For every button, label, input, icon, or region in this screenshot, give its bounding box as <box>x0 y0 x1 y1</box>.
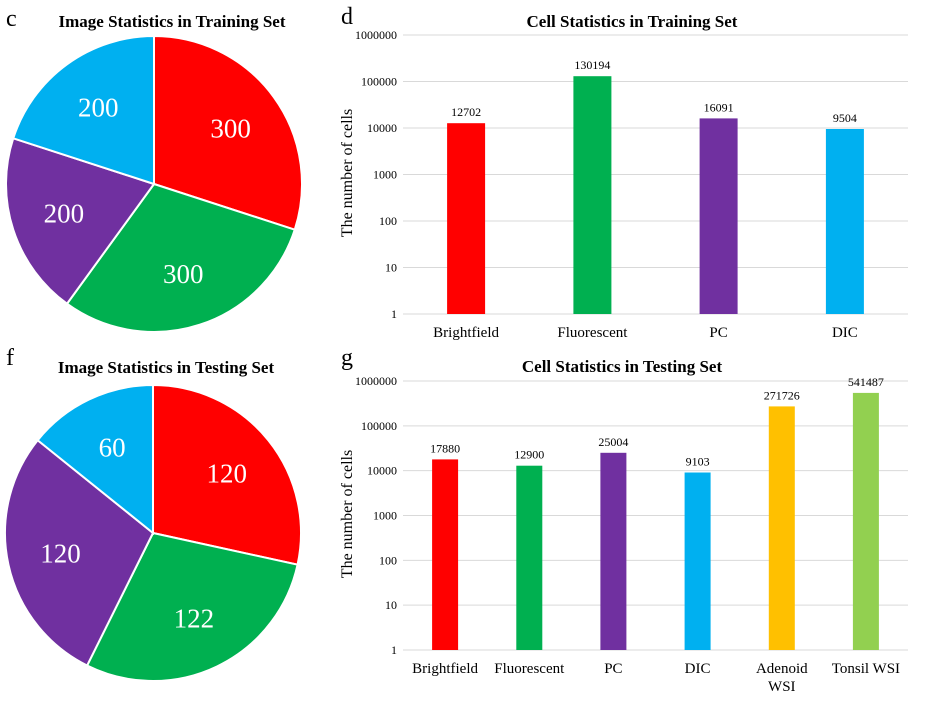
pie-slice-label: 122 <box>174 603 215 633</box>
bar-value-label: 16091 <box>704 100 734 114</box>
x-tick-label: Tonsil WSI <box>832 661 900 677</box>
pie-slice-label: 300 <box>210 113 251 143</box>
x-tick-label-line: Tonsil WSI <box>832 661 900 677</box>
pie-slice <box>152 383 302 566</box>
bar <box>573 76 612 314</box>
pie-slice <box>36 383 154 536</box>
bar-chart-training: 1 10 100 1000 10000 100000 1000000 12702 Brightf… <box>355 28 908 341</box>
pie-slice <box>5 137 156 306</box>
pie-slice <box>4 438 155 667</box>
panel-letter-c: c <box>6 6 17 32</box>
x-tick-label-line: PC <box>604 661 622 677</box>
y-tick-label: 1000 <box>373 509 397 523</box>
bar <box>699 118 738 315</box>
x-tick-label: Fluorescent <box>557 325 628 341</box>
x-tick-label: DIC <box>685 661 711 677</box>
bar <box>825 129 864 314</box>
x-tick-label-line: Brightfield <box>412 661 478 677</box>
y-tick-label: 100000 <box>361 75 397 89</box>
pie-chart-training: 300 300 200 200 <box>5 34 303 333</box>
bar-value-label: 130194 <box>574 58 610 72</box>
x-tick-label: Adenoid WSI <box>756 661 808 695</box>
bar <box>852 392 879 650</box>
x-tick-label: Brightfield <box>412 661 478 677</box>
pie-slice-label: 200 <box>78 92 119 122</box>
y-axis-label-g: The number of cells <box>339 450 356 578</box>
x-tick-label: DIC <box>832 325 858 341</box>
x-tick-label-line: Brightfield <box>433 325 499 341</box>
chart-title-g: Cell Statistics in Testing Set <box>522 357 723 376</box>
x-tick-label-line: Fluorescent <box>494 661 565 677</box>
bar <box>600 452 627 650</box>
x-tick-label: Brightfield <box>433 325 499 341</box>
x-tick-label: Fluorescent <box>494 661 565 677</box>
pie-slice-label: 120 <box>40 538 81 568</box>
bar-value-label: 12702 <box>451 105 481 119</box>
y-tick-label: 10000 <box>367 121 397 135</box>
pie-chart-testing: 120 122 120 60 <box>4 383 302 682</box>
bar <box>768 406 795 650</box>
y-tick-label: 1000000 <box>355 374 397 388</box>
x-tick-label-line: WSI <box>768 679 796 695</box>
x-tick-label-line: DIC <box>832 325 858 341</box>
bar-value-label: 9504 <box>833 111 857 125</box>
bar-value-label: 9103 <box>686 455 710 469</box>
panel-letter-d: d <box>341 4 353 30</box>
bar <box>684 472 711 650</box>
panel-letter-f: f <box>6 345 14 371</box>
x-tick-label: PC <box>604 661 622 677</box>
x-tick-label-line: PC <box>709 325 727 341</box>
y-tick-label: 1 <box>391 307 397 321</box>
x-tick-label-line: Adenoid <box>756 661 808 677</box>
y-tick-label: 10000 <box>367 464 397 478</box>
x-tick-label: PC <box>709 325 727 341</box>
y-tick-label: 1 <box>391 643 397 657</box>
pie-slice <box>65 182 297 333</box>
x-tick-label-line: Fluorescent <box>557 325 628 341</box>
bar-value-label: 541487 <box>848 375 884 389</box>
chart-title-c: Image Statistics in Training Set <box>59 12 286 31</box>
y-tick-label: 1000000 <box>355 28 397 42</box>
pie-slice-label: 300 <box>163 259 204 289</box>
bar <box>516 465 543 650</box>
pie-slice <box>153 34 303 231</box>
pie-slice <box>11 34 155 186</box>
y-tick-label: 100 <box>379 214 397 228</box>
pie-slice-label: 120 <box>207 459 248 489</box>
bar-value-label: 271726 <box>764 388 800 402</box>
chart-title-d: Cell Statistics in Training Set <box>527 12 738 31</box>
bar-value-label: 17880 <box>430 441 460 455</box>
y-tick-label: 1000 <box>373 168 397 182</box>
y-axis-label-d: The number of cells <box>339 109 356 237</box>
bar-value-label: 12900 <box>514 448 544 462</box>
bar-value-label: 25004 <box>598 435 628 449</box>
pie-slice <box>85 531 299 682</box>
x-tick-label-line: DIC <box>685 661 711 677</box>
y-tick-label: 100000 <box>361 419 397 433</box>
pie-slice-label: 60 <box>99 433 126 463</box>
chart-title-f: Image Statistics in Testing Set <box>58 358 275 377</box>
bar <box>447 123 486 314</box>
bar-chart-testing: 1 10 100 1000 10000 100000 1000000 17880 Brightf… <box>355 374 908 695</box>
y-tick-label: 10 <box>385 261 397 275</box>
pie-slice-label: 200 <box>44 198 85 228</box>
panel-letter-g: g <box>341 345 353 371</box>
y-tick-label: 10 <box>385 598 397 612</box>
y-tick-label: 100 <box>379 553 397 567</box>
bar <box>432 459 459 650</box>
